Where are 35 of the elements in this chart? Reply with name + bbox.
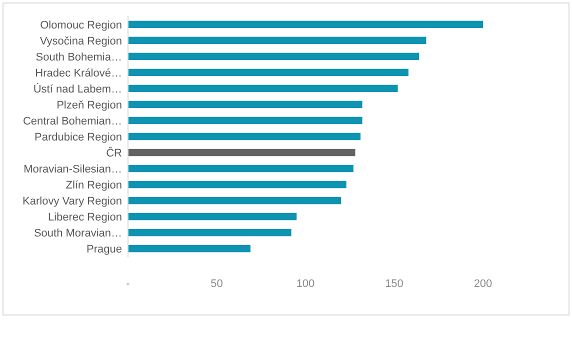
y-tick-label: Olomouc Region — [40, 19, 122, 32]
bar — [128, 228, 292, 236]
bar — [128, 20, 483, 28]
bar — [128, 180, 346, 188]
x-tick-label: 150 — [385, 278, 404, 290]
x-tick-label: - — [126, 278, 130, 290]
y-tick-label: Hradec Králové… — [35, 67, 122, 80]
y-tick-label: Ústí nad Labem… — [33, 82, 122, 96]
y-tick-label: Vysočina Region — [40, 35, 122, 48]
bar — [128, 68, 408, 76]
x-tick-label: 50 — [210, 278, 223, 290]
y-tick-label: Prague — [86, 243, 122, 256]
bar — [128, 52, 420, 60]
bar — [128, 212, 297, 220]
bar — [128, 116, 362, 124]
bar — [128, 132, 361, 140]
bar — [128, 84, 398, 92]
bar — [128, 148, 356, 156]
y-tick-label: South Bohemia… — [36, 51, 122, 64]
y-tick-label: South Moravian… — [34, 227, 122, 240]
y-tick-label: Pardubice Region — [34, 131, 122, 144]
y-tick-label: Liberec Region — [48, 211, 122, 224]
y-tick-label: ČR — [106, 146, 122, 160]
y-tick-label: Zlín Region — [66, 179, 122, 192]
y-tick-label: Plzeň Region — [56, 99, 122, 112]
y-tick-label: Moravian-Silesian… — [24, 163, 122, 176]
bar — [128, 36, 426, 44]
x-tick-label: 200 — [474, 278, 492, 290]
bar — [128, 100, 362, 108]
bar — [128, 196, 341, 204]
bar — [128, 164, 354, 172]
x-tick-label: 100 — [296, 278, 315, 290]
y-tick-label: Karlovy Vary Region — [22, 195, 122, 208]
y-tick-label: Central Bohemian… — [22, 115, 122, 128]
bar — [128, 244, 250, 252]
